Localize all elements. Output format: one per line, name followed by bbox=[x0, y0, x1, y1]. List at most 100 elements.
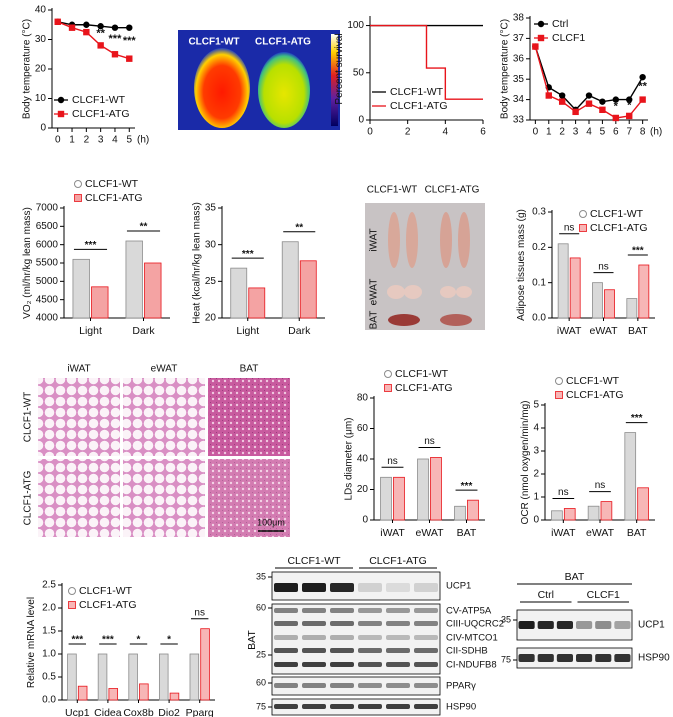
x-tick-label: 5 bbox=[126, 135, 132, 146]
significance: *** bbox=[109, 33, 123, 45]
blot-band bbox=[614, 654, 631, 662]
blot-band bbox=[386, 704, 410, 709]
histology-image bbox=[38, 378, 120, 456]
blot-band bbox=[386, 662, 410, 667]
y-tick-label: 10 bbox=[35, 93, 47, 104]
band-label: UCP1 bbox=[446, 581, 471, 592]
data-point bbox=[599, 106, 606, 113]
histology: iWAT eWAT BAT CLCF1-WT CLCF1-ATG 100μm bbox=[23, 364, 290, 537]
x-tick-label: Cidea bbox=[94, 707, 122, 717]
blot-band bbox=[537, 654, 554, 662]
y-tick-label: 0 bbox=[358, 115, 364, 126]
bar bbox=[569, 257, 581, 319]
legend-marker bbox=[579, 224, 587, 232]
bar bbox=[108, 688, 119, 701]
legend-label: CLCF1-ATG bbox=[395, 382, 453, 394]
tissue bbox=[458, 212, 470, 268]
x-tick-label: 5 bbox=[600, 127, 606, 138]
bar bbox=[563, 508, 576, 521]
group-label: CLCF1-WT bbox=[287, 555, 341, 567]
band-label: CIV-MTCO1 bbox=[446, 633, 498, 644]
significance: * bbox=[137, 635, 141, 646]
y-axis-label: Relative mRNA level bbox=[26, 597, 37, 688]
blot-band bbox=[274, 662, 298, 667]
blot-frame bbox=[516, 647, 633, 669]
blot-band bbox=[302, 662, 326, 667]
y-tick-label: 37 bbox=[513, 33, 525, 44]
data-point bbox=[126, 55, 133, 62]
y-tick-label: 7000 bbox=[36, 203, 59, 214]
legend-marker bbox=[555, 377, 563, 385]
blot-band bbox=[414, 608, 438, 613]
y-tick-label: 0.5 bbox=[42, 672, 56, 683]
y-axis-label: Adipose tissues mass (g) bbox=[516, 209, 527, 321]
x-tick-label: 4 bbox=[112, 135, 118, 146]
data-point bbox=[626, 96, 633, 103]
significance: ns bbox=[424, 436, 435, 447]
data-point bbox=[68, 24, 76, 31]
significance: ** bbox=[96, 28, 105, 40]
x-tick-label: iWAT bbox=[557, 325, 582, 337]
bar bbox=[189, 653, 200, 701]
y-tick-label: 2.0 bbox=[42, 603, 56, 614]
data-point bbox=[639, 73, 646, 81]
x-tick-label: Cox8b bbox=[123, 707, 154, 717]
data-point bbox=[83, 28, 90, 36]
x-tick-label: 7 bbox=[626, 127, 632, 138]
tissue-photo: CLCF1-WT CLCF1-ATG iWAT eWAT BAT bbox=[365, 185, 485, 330]
legend-marker bbox=[74, 180, 82, 188]
x-tick-label: 0 bbox=[533, 127, 539, 138]
image-label: CLCF1-ATG bbox=[255, 37, 311, 48]
mw-marker: 60 bbox=[256, 677, 266, 687]
x-tick-label: 2 bbox=[559, 127, 565, 138]
x-tick-label: eWAT bbox=[586, 527, 615, 539]
legend-label: Ctrl bbox=[552, 18, 568, 30]
y-tick-label: 40 bbox=[35, 5, 47, 16]
y-tick-label: 3 bbox=[533, 446, 539, 457]
x-tick-label: Light bbox=[79, 325, 102, 337]
blot-band bbox=[386, 608, 410, 613]
y-axis-label: VO₂ (ml/hr/kg lean mass) bbox=[22, 207, 33, 319]
legend-marker bbox=[57, 110, 65, 118]
legend-label: CLCF1 bbox=[552, 32, 585, 44]
band-label: PPARγ bbox=[446, 681, 476, 692]
y-tick-label: 40 bbox=[357, 454, 369, 465]
band-label: HSP90 bbox=[638, 653, 670, 664]
y-axis-label: Body temperature (°C) bbox=[21, 19, 32, 119]
y-tick-label: 34 bbox=[513, 94, 525, 105]
tissue-label: BAT bbox=[565, 571, 585, 583]
blot-band bbox=[274, 648, 298, 653]
blot-band bbox=[414, 648, 438, 653]
band-label: CIII-UQCRC2 bbox=[446, 619, 504, 630]
bar bbox=[67, 653, 77, 701]
y-axis-label: LDs diameter (μm) bbox=[343, 418, 354, 501]
blot-band bbox=[274, 583, 298, 592]
series-line bbox=[370, 24, 483, 100]
y-tick-label: 4000 bbox=[36, 313, 59, 324]
blot-band bbox=[518, 621, 535, 629]
x-tick-label: 4 bbox=[443, 127, 449, 138]
bar bbox=[72, 258, 90, 319]
data-point bbox=[111, 51, 119, 58]
blot-band bbox=[386, 621, 410, 626]
y-tick-label: 25 bbox=[205, 276, 217, 287]
x-tick-label: 1 bbox=[69, 135, 75, 146]
band-label: CII-SDHB bbox=[446, 646, 488, 657]
significance: *** bbox=[242, 249, 254, 260]
bar bbox=[592, 282, 603, 319]
column-label: eWAT bbox=[151, 364, 178, 375]
bar bbox=[430, 457, 442, 521]
significance: ns bbox=[558, 487, 569, 498]
bar bbox=[624, 432, 637, 521]
bar bbox=[97, 653, 108, 701]
bar bbox=[299, 260, 317, 319]
bar bbox=[604, 289, 615, 319]
histology-image bbox=[208, 378, 290, 456]
y-tick-label: 6000 bbox=[36, 239, 59, 250]
blot-band bbox=[358, 583, 382, 592]
blot-band bbox=[576, 621, 593, 629]
y-tick-label: 20 bbox=[35, 64, 47, 75]
blot-band bbox=[302, 621, 326, 626]
legend-label: CLCF1-ATG bbox=[79, 599, 137, 611]
